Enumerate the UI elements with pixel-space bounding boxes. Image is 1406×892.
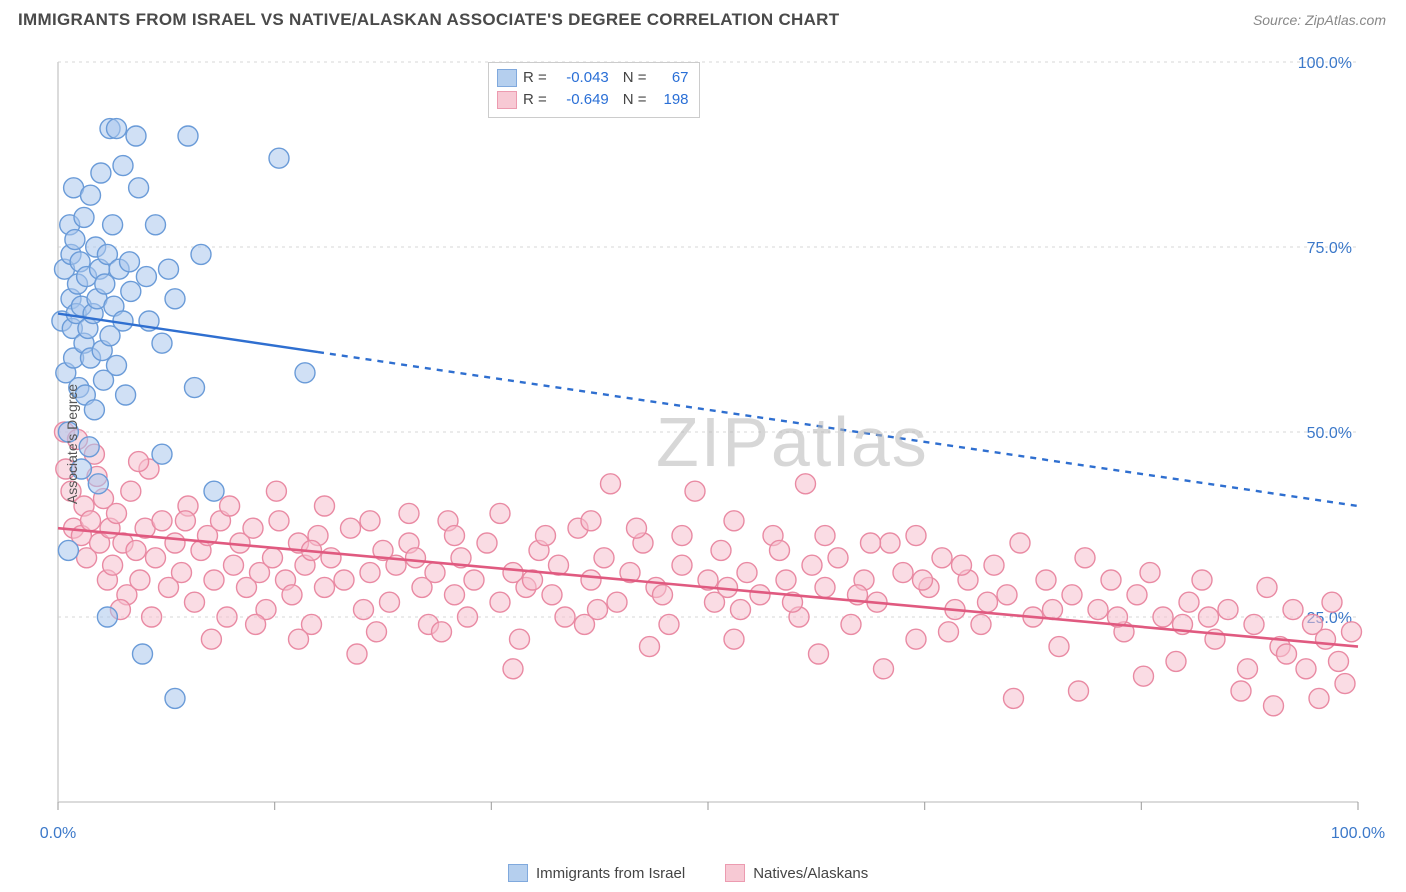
svg-text:100.0%: 100.0%	[1331, 825, 1385, 842]
series-legend: Immigrants from Israel Natives/Alaskans	[508, 864, 868, 882]
chart-container: Associate's Degree 25.0%50.0%75.0%100.0%…	[18, 44, 1388, 844]
stats-row: R =-0.649N =198	[497, 89, 689, 111]
legend-item: Natives/Alaskans	[725, 864, 868, 882]
scatter-chart: 25.0%50.0%75.0%100.0%0.0%100.0%	[18, 44, 1388, 844]
series-swatch	[497, 69, 517, 87]
y-axis-label: Associate's Degree	[64, 384, 80, 504]
legend-item: Immigrants from Israel	[508, 864, 685, 882]
svg-text:0.0%: 0.0%	[40, 825, 76, 842]
svg-text:50.0%: 50.0%	[1307, 425, 1352, 442]
svg-text:75.0%: 75.0%	[1307, 240, 1352, 257]
stats-row: R =-0.043N =67	[497, 67, 689, 89]
series-swatch	[725, 864, 745, 882]
chart-title: IMMIGRANTS FROM ISRAEL VS NATIVE/ALASKAN…	[18, 10, 839, 30]
series-swatch	[497, 91, 517, 109]
series-swatch	[508, 864, 528, 882]
svg-text:100.0%: 100.0%	[1298, 55, 1352, 72]
legend-label: Natives/Alaskans	[753, 865, 868, 882]
source-label: Source: ZipAtlas.com	[1253, 12, 1386, 28]
correlation-stats-box: R =-0.043N =67R =-0.649N =198	[488, 62, 700, 118]
legend-label: Immigrants from Israel	[536, 865, 685, 882]
